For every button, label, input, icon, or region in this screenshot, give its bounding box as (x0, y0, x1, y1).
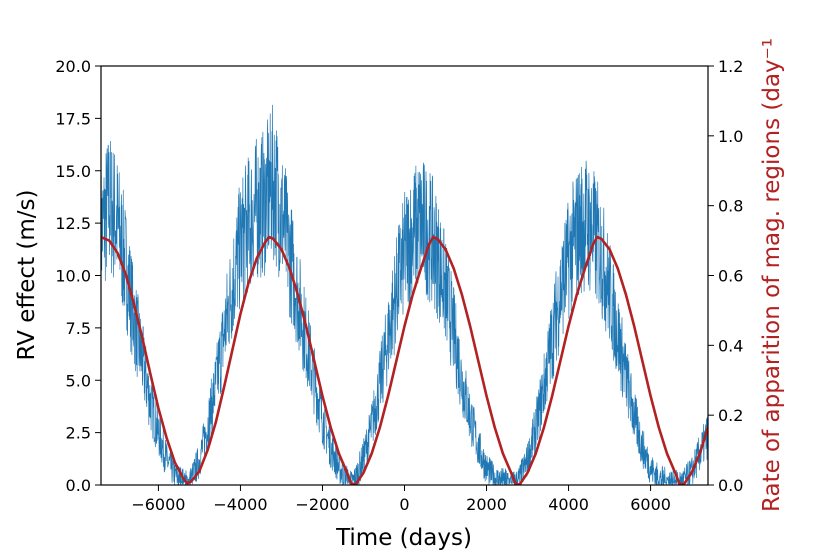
x-tick-label: −6000 (131, 495, 185, 514)
plot-marks (101, 104, 708, 485)
y2-tick-label: 1.0 (718, 127, 743, 146)
x-tick-label: 6000 (630, 495, 671, 514)
series-rv-effect-line (101, 104, 708, 485)
x-tick-label: 2000 (466, 495, 507, 514)
y2-axis-title: Rate of apparition of mag. regions (day⁻… (759, 38, 785, 512)
y2-tick-label: 0.8 (718, 197, 743, 216)
x-axis: −6000 −4000 −2000 0 2000 4000 6000 (131, 485, 671, 514)
y-tick-label: 12.5 (55, 214, 91, 233)
y2-tick-label: 0.6 (718, 267, 743, 286)
y-axis-left: 0.0 2.5 5.0 7.5 10.0 12.5 15.0 17.5 20.0 (55, 57, 101, 495)
y-tick-label: 5.0 (66, 371, 91, 390)
y-tick-label: 2.5 (66, 424, 91, 443)
y-tick-label: 0.0 (66, 476, 91, 495)
y-axis-right: 0.0 0.2 0.4 0.6 0.8 1.0 1.2 (708, 57, 743, 495)
y-tick-label: 15.0 (55, 162, 91, 181)
y2-tick-label: 0.0 (718, 476, 743, 495)
x-tick-label: −4000 (213, 495, 267, 514)
y-tick-label: 17.5 (55, 109, 91, 128)
x-tick-label: 0 (399, 495, 409, 514)
series-apparition-rate-line (101, 235, 708, 485)
x-tick-label: 4000 (548, 495, 589, 514)
x-axis-title: Time (days) (335, 525, 472, 551)
y-tick-label: 7.5 (66, 319, 91, 338)
y2-tick-label: 1.2 (718, 57, 743, 76)
y2-tick-label: 0.2 (718, 406, 743, 425)
y-tick-label: 20.0 (55, 57, 91, 76)
y-axis-title: RV effect (m/s) (14, 190, 40, 361)
y-tick-label: 10.0 (55, 267, 91, 286)
y2-tick-label: 0.4 (718, 336, 743, 355)
x-tick-label: −2000 (295, 495, 349, 514)
